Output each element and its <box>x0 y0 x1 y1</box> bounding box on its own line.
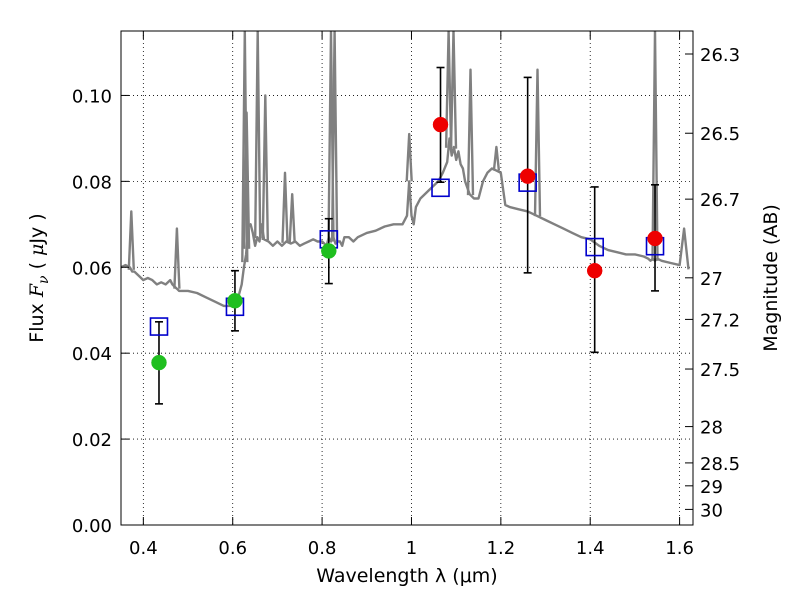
right-tick-label: 26.3 <box>700 45 740 66</box>
x-tick-label: 0.8 <box>308 538 337 559</box>
right-axis-title: Magnitude (AB) <box>760 204 782 352</box>
x-axis-title: Wavelength λ (μm) <box>316 565 497 587</box>
red-data-point <box>647 230 663 247</box>
y-axis-title-prefix: Flux <box>26 297 48 343</box>
ticks: 0.4 0.6 0.8 1 1.2 1.4 1.6 0.00 0.02 0.04 0.06 0.08 0… <box>72 31 740 559</box>
model-point <box>585 237 604 257</box>
green-data-point <box>227 293 243 309</box>
right-tick-label: 27 <box>700 269 723 290</box>
marker-layer <box>149 116 665 371</box>
spectrum-emission-line <box>254 31 262 239</box>
y-tick-label: 0.02 <box>72 430 112 451</box>
spectrum-emission-line <box>449 31 458 149</box>
spectrum-emission-line <box>444 31 453 148</box>
right-tick-label: 27.2 <box>700 310 740 331</box>
red-data-point <box>586 262 603 279</box>
x-tick-label: 0.4 <box>129 538 158 559</box>
y-axis-title-unit: Jy ) <box>26 213 48 244</box>
x-tick-label: 1.6 <box>665 538 694 559</box>
y-tick-label: 0.10 <box>72 86 112 107</box>
right-tick-label: 28.5 <box>700 454 740 475</box>
y-axis-title-symbol: F <box>26 283 48 298</box>
spectrum-emission-line <box>261 94 269 241</box>
model-point <box>431 178 450 198</box>
red-data-point <box>519 168 536 184</box>
y-axis-title-open: ( <box>26 256 48 276</box>
right-tick-label: 26.5 <box>700 124 740 145</box>
y-tick-label: 0.04 <box>72 344 112 365</box>
spectrum-continuum <box>121 137 690 308</box>
spectrum-emission-line <box>492 145 501 171</box>
y-tick-label: 0.08 <box>72 172 112 193</box>
spectrum-emission-line <box>330 31 339 242</box>
y-tick-label: 0.06 <box>72 258 112 279</box>
spectrum-emission-line <box>173 227 181 289</box>
model-point <box>149 317 169 336</box>
y-axis-title-mu: μ <box>26 244 48 256</box>
spectrum-emission-line <box>533 68 542 217</box>
x-tick-label: 1.4 <box>576 538 605 559</box>
right-tick-label: 30 <box>700 500 723 521</box>
x-tick-label: 1.2 <box>487 538 516 559</box>
y-axis-title: Flux Fν ( μJy ) <box>26 213 52 342</box>
spectrum-emission-line <box>405 132 413 182</box>
spectrum-emission-line <box>127 210 135 270</box>
green-data-point <box>321 243 337 259</box>
red-data-point <box>432 116 449 133</box>
green-data-point <box>151 354 167 371</box>
y-axis-title-subscript: ν <box>36 275 52 284</box>
x-tick-label: 0.6 <box>218 538 247 559</box>
spectrum-emission-line <box>466 68 475 196</box>
spectrum-emission-line <box>242 111 251 249</box>
spectrum-emission-line <box>281 171 289 243</box>
right-tick-label: 27.5 <box>700 360 740 381</box>
right-tick-label: 26.7 <box>700 190 740 211</box>
x-tick-label: 1 <box>406 538 417 559</box>
right-tick-label: 28 <box>700 418 723 439</box>
right-tick-label: 29 <box>700 477 723 498</box>
y-tick-label: 0.00 <box>72 516 112 537</box>
plot-background <box>121 31 693 525</box>
spectrum-emission-line <box>288 192 296 244</box>
